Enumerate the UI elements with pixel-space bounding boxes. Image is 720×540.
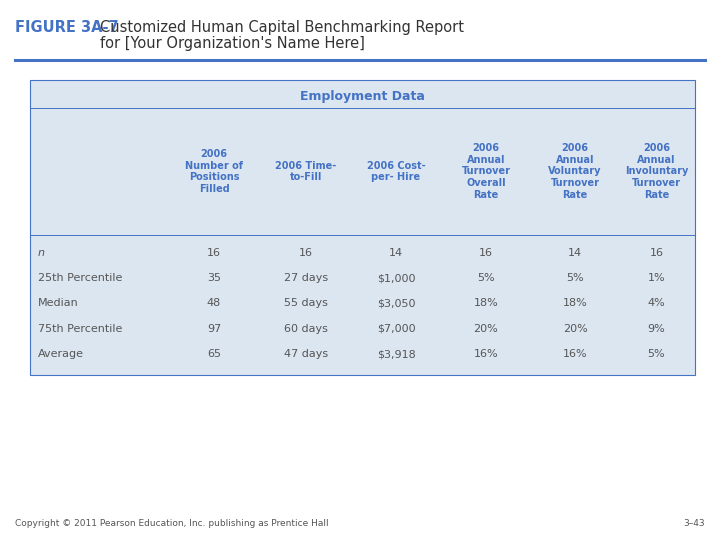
Text: 18%: 18% [474,299,498,308]
Text: 16%: 16% [474,349,498,359]
Text: 16: 16 [299,248,313,258]
Text: Copyright © 2011 Pearson Education, Inc. publishing as Prentice Hall: Copyright © 2011 Pearson Education, Inc.… [15,519,328,528]
Text: 1%: 1% [648,273,665,283]
Text: 16: 16 [479,248,493,258]
Text: FIGURE 3A-7: FIGURE 3A-7 [15,20,119,35]
Text: 55 days: 55 days [284,299,328,308]
Text: Customized Human Capital Benchmarking Report: Customized Human Capital Benchmarking Re… [100,20,464,35]
Text: 27 days: 27 days [284,273,328,283]
Text: $1,000: $1,000 [377,273,415,283]
Text: for [Your Organization's Name Here]: for [Your Organization's Name Here] [100,36,365,51]
Text: Employment Data: Employment Data [300,90,425,103]
Text: 48: 48 [207,299,221,308]
Text: 16: 16 [207,248,221,258]
Text: 18%: 18% [562,299,588,308]
FancyBboxPatch shape [30,80,695,375]
Text: 35: 35 [207,273,221,283]
Text: 9%: 9% [647,324,665,334]
Text: n: n [38,248,45,258]
Text: 65: 65 [207,349,221,359]
Text: 2006 Time-
to-Fill: 2006 Time- to-Fill [275,161,337,183]
Text: 47 days: 47 days [284,349,328,359]
Text: 60 days: 60 days [284,324,328,334]
Text: 2006
Annual
Voluntary
Turnover
Rate: 2006 Annual Voluntary Turnover Rate [548,143,602,200]
Text: 3–43: 3–43 [683,519,705,528]
Text: 16: 16 [649,248,664,258]
Text: 2006
Annual
Involuntary
Turnover
Rate: 2006 Annual Involuntary Turnover Rate [625,143,688,200]
Text: 25th Percentile: 25th Percentile [38,273,122,283]
Text: $3,918: $3,918 [377,349,415,359]
Text: 75th Percentile: 75th Percentile [38,324,122,334]
Text: 5%: 5% [648,349,665,359]
Text: 5%: 5% [566,273,584,283]
Text: Average: Average [38,349,84,359]
Text: 20%: 20% [562,324,588,334]
Text: 14: 14 [568,248,582,258]
Text: 2006 Cost-
per- Hire: 2006 Cost- per- Hire [366,161,426,183]
Text: 4%: 4% [647,299,665,308]
Text: 2006
Annual
Turnover
Overall
Rate: 2006 Annual Turnover Overall Rate [462,143,510,200]
Text: 2006
Number of
Positions
Filled: 2006 Number of Positions Filled [185,149,243,194]
Text: 97: 97 [207,324,221,334]
Text: 14: 14 [389,248,403,258]
Text: $7,000: $7,000 [377,324,415,334]
Text: 20%: 20% [474,324,498,334]
Text: 5%: 5% [477,273,495,283]
Text: 16%: 16% [563,349,588,359]
Text: $3,050: $3,050 [377,299,415,308]
Text: Median: Median [38,299,78,308]
